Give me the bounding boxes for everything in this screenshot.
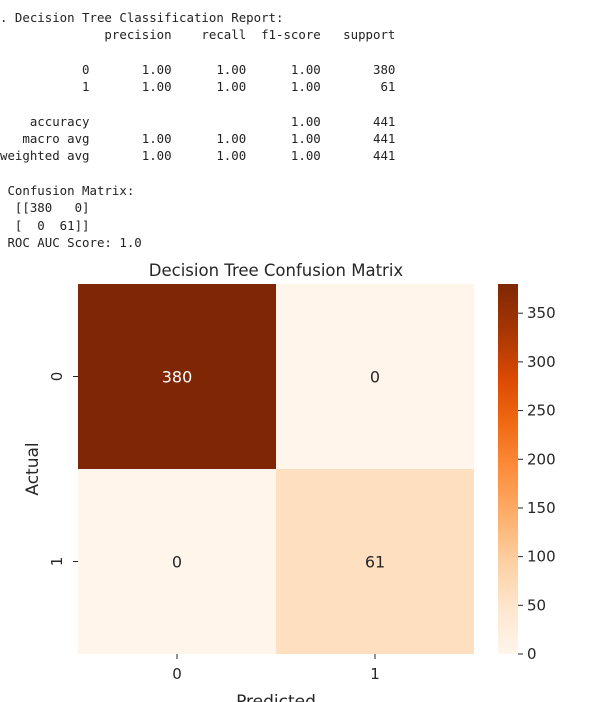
colorbar-tick-label: 0 [527, 645, 537, 663]
y-axis-ticks: 01 [48, 372, 78, 567]
heatmap-cell-value: 380 [162, 368, 193, 387]
heatmap-cell [276, 284, 474, 469]
heatmap-annotations: 380 0 0 61 [162, 368, 385, 572]
heatmap-cell [276, 469, 474, 654]
colorbar-tick-label: 350 [527, 304, 556, 322]
colorbar [498, 284, 518, 654]
heatmap-cell [78, 284, 276, 469]
classification-report-output: . Decision Tree Classification Report: p… [0, 10, 396, 250]
colorbar-tick-label: 100 [527, 548, 556, 566]
colorbar-tick-label: 150 [527, 499, 556, 517]
colorbar-ticks: 0 50 100 150 200 250 300 350 [518, 304, 556, 663]
chart-title: Decision Tree Confusion Matrix [149, 261, 404, 280]
heatmap-cells [78, 284, 474, 654]
y-axis-label: Actual [23, 442, 43, 495]
confusion-matrix-chart: Decision Tree Confusion Matrix Predicted… [23, 261, 556, 702]
colorbar-tick-label: 200 [527, 450, 556, 468]
y-tick-label: 0 [48, 372, 66, 382]
x-axis-label: Predicted [236, 692, 316, 702]
colorbar-tick-label: 300 [527, 353, 556, 371]
colorbar-tick-label: 50 [527, 596, 546, 614]
heatmap-cell [78, 469, 276, 654]
x-tick-label: 1 [370, 665, 380, 683]
heatmap-cell-value: 61 [365, 553, 385, 572]
colorbar-tick-label: 250 [527, 402, 556, 420]
heatmap-cell-value: 0 [172, 553, 182, 572]
x-tick-label: 0 [172, 665, 182, 683]
y-tick-label: 1 [48, 557, 66, 567]
heatmap-cell-value: 0 [370, 368, 380, 387]
